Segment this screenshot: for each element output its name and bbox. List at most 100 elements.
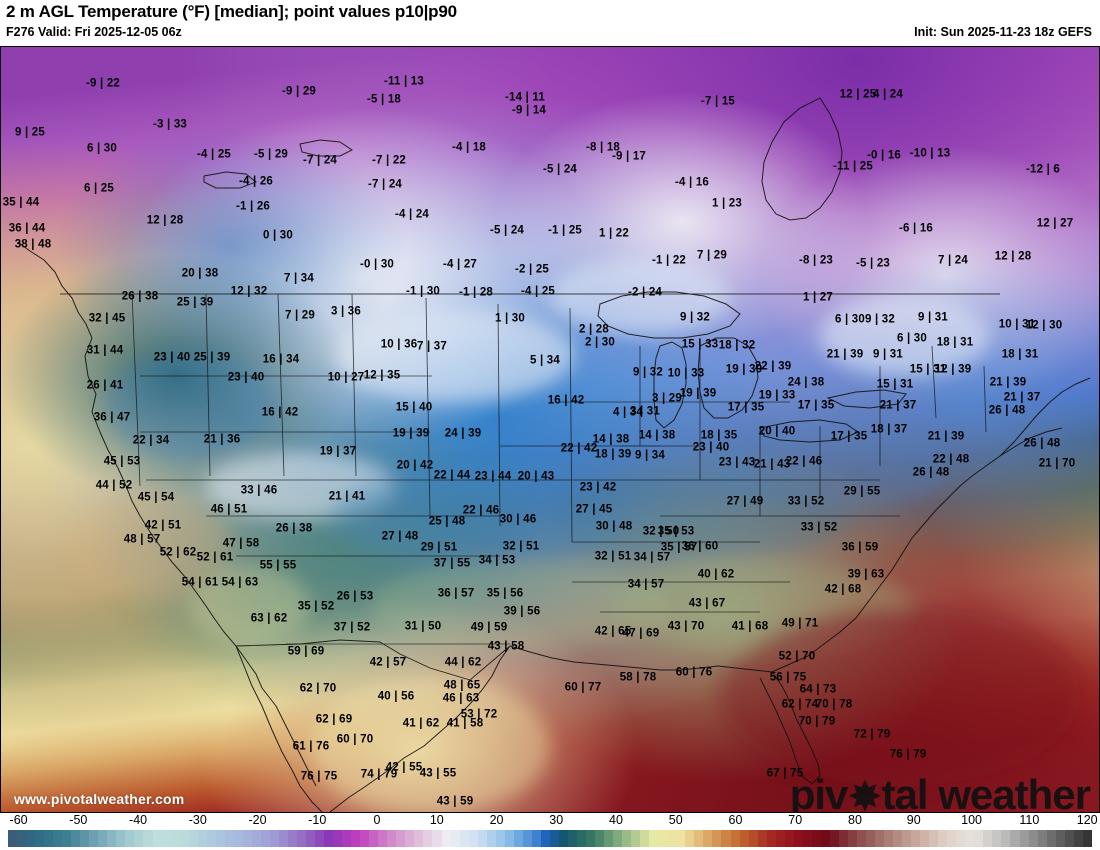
point-value-label: 70 | 78 xyxy=(815,698,853,711)
point-value-label: 44 | 62 xyxy=(444,656,482,669)
colorbar-swatch xyxy=(667,830,677,847)
point-value-label: -1 | 26 xyxy=(235,200,271,213)
point-value-label: 44 | 52 xyxy=(95,479,133,492)
colorbar-swatch xyxy=(44,830,54,847)
point-value-label: -12 | 6 xyxy=(1025,163,1061,176)
point-value-label: 31 | 44 xyxy=(86,344,124,357)
point-value-label: -9 | 29 xyxy=(281,85,317,98)
point-value-label: 36 | 60 xyxy=(681,540,719,553)
point-value-label: 21 | 70 xyxy=(1038,457,1076,470)
colorbar-swatch xyxy=(8,830,18,847)
point-value-label: 27 | 49 xyxy=(726,495,764,508)
point-value-label: 46 | 63 xyxy=(442,692,480,705)
point-value-label: 0 | 30 xyxy=(263,229,293,242)
point-value-label: 38 | 48 xyxy=(14,238,52,251)
point-value-label: 54 | 61 xyxy=(181,576,219,589)
colorbar-tick: 110 xyxy=(1019,813,1040,827)
colorbar-swatch xyxy=(847,830,857,847)
point-value-label: 24 | 39 xyxy=(444,427,482,440)
point-value-label: -4 | 18 xyxy=(451,141,487,154)
colorbar-tick: -50 xyxy=(69,813,88,827)
point-value-label: -10 | 13 xyxy=(909,147,951,160)
colorbar-swatch xyxy=(432,830,442,847)
point-value-label: 43 | 58 xyxy=(487,640,525,653)
colorbar-swatch xyxy=(748,830,758,847)
colorbar-legend[interactable]: -60 -50 -40 -30 -20 -10 0 10 20 30 40 50 60 70 80 90 100… xyxy=(0,813,1100,850)
colorbar-swatch xyxy=(423,830,433,847)
point-value-label: 49 | 71 xyxy=(781,617,819,630)
point-value-label: 2 | 30 xyxy=(585,336,615,349)
colorbar-swatch xyxy=(405,830,415,847)
point-value-label: 35 | 56 xyxy=(486,587,524,600)
colorbar-swatch xyxy=(1073,830,1083,847)
colorbar-swatch xyxy=(351,830,361,847)
point-value-label: 23 | 44 xyxy=(474,470,512,483)
point-value-label: -1 | 30 xyxy=(405,285,441,298)
colorbar-tick: 60 xyxy=(728,813,743,827)
point-value-label: -4 | 16 xyxy=(674,176,710,189)
colorbar-swatch xyxy=(387,830,397,847)
point-value-label: 42 | 68 xyxy=(824,583,862,596)
colorbar-swatch xyxy=(468,830,478,847)
point-value-label: 26 | 38 xyxy=(121,290,159,303)
point-value-label: -1 | 25 xyxy=(547,224,583,237)
point-value-label: 22 | 39 xyxy=(754,360,792,373)
colorbar-swatch xyxy=(378,830,388,847)
point-value-label: 12 | 28 xyxy=(146,214,184,227)
colorbar-swatch xyxy=(920,830,930,847)
point-value-label: 39 | 56 xyxy=(503,605,541,618)
brand-text-left: piv xyxy=(789,771,849,813)
point-value-label: 18 | 32 xyxy=(718,339,756,352)
point-value-label: 43 | 67 xyxy=(688,597,726,610)
point-value-label: -1 | 28 xyxy=(458,286,494,299)
point-value-label: 22 | 48 xyxy=(932,453,970,466)
colorbar-swatch xyxy=(242,830,252,847)
point-value-label: 10 | 36 xyxy=(380,338,418,351)
point-value-label: 34 | 57 xyxy=(627,578,665,591)
point-value-label: 23 | 43 xyxy=(718,456,756,469)
colorbar-swatch xyxy=(107,830,117,847)
brand-text-right: tal weather xyxy=(881,771,1091,813)
point-value-label: 12 | 35 xyxy=(363,369,401,382)
colorbar-swatch xyxy=(260,830,270,847)
point-value-label: 23 | 40 xyxy=(153,351,191,364)
point-value-label: 76 | 79 xyxy=(889,748,927,761)
colorbar-swatch xyxy=(269,830,279,847)
point-value-label: 30 | 46 xyxy=(499,513,537,526)
point-value-label: 60 | 70 xyxy=(336,733,374,746)
point-value-label: 41 | 62 xyxy=(402,717,440,730)
point-value-label: 21 | 37 xyxy=(1003,391,1041,404)
point-value-label: 36 | 47 xyxy=(93,411,131,424)
temperature-map[interactable]: -9 | 22 9 | 25 -3 | 33 6 | 30 -4 | 25 -5 | 29… xyxy=(0,46,1100,813)
point-value-label: 12 | 25 xyxy=(839,88,877,101)
point-value-label: 35 | 44 xyxy=(2,196,40,209)
point-value-label: 6 | 30 xyxy=(835,313,865,326)
point-value-label: 20 | 38 xyxy=(181,267,219,280)
point-value-label: 12 | 32 xyxy=(230,285,268,298)
colorbar-tick: 10 xyxy=(429,813,444,827)
point-value-label: 12 | 39 xyxy=(934,363,972,376)
point-value-label: -4 | 27 xyxy=(442,258,478,271)
colorbar-swatch xyxy=(586,830,596,847)
point-value-label: 54 | 63 xyxy=(221,576,259,589)
colorbar-swatch xyxy=(333,830,343,847)
point-value-label: 34 | 53 xyxy=(478,554,516,567)
point-value-label: 7 | 24 xyxy=(938,254,968,267)
site-url-watermark: www.pivotalweather.com xyxy=(14,791,185,807)
point-value-label: 1 | 30 xyxy=(495,312,525,325)
colorbar-tick: 80 xyxy=(848,813,862,827)
point-value-label: 12 | 28 xyxy=(994,250,1032,263)
colorbar-swatch xyxy=(1046,830,1056,847)
point-value-label: 21 | 39 xyxy=(989,376,1027,389)
colorbar-swatch xyxy=(71,830,81,847)
colorbar-swatch xyxy=(369,830,379,847)
colorbar-swatch xyxy=(414,830,424,847)
colorbar-swatch xyxy=(80,830,90,847)
point-value-label: 19 | 39 xyxy=(725,363,763,376)
colorbar-swatch xyxy=(486,830,496,847)
colorbar-tick: 100 xyxy=(961,813,982,827)
colorbar-swatches[interactable] xyxy=(8,830,1092,847)
colorbar-swatch xyxy=(865,830,875,847)
point-value-label: -11 | 25 xyxy=(833,160,873,173)
point-value-label: -3 | 33 xyxy=(152,118,188,131)
